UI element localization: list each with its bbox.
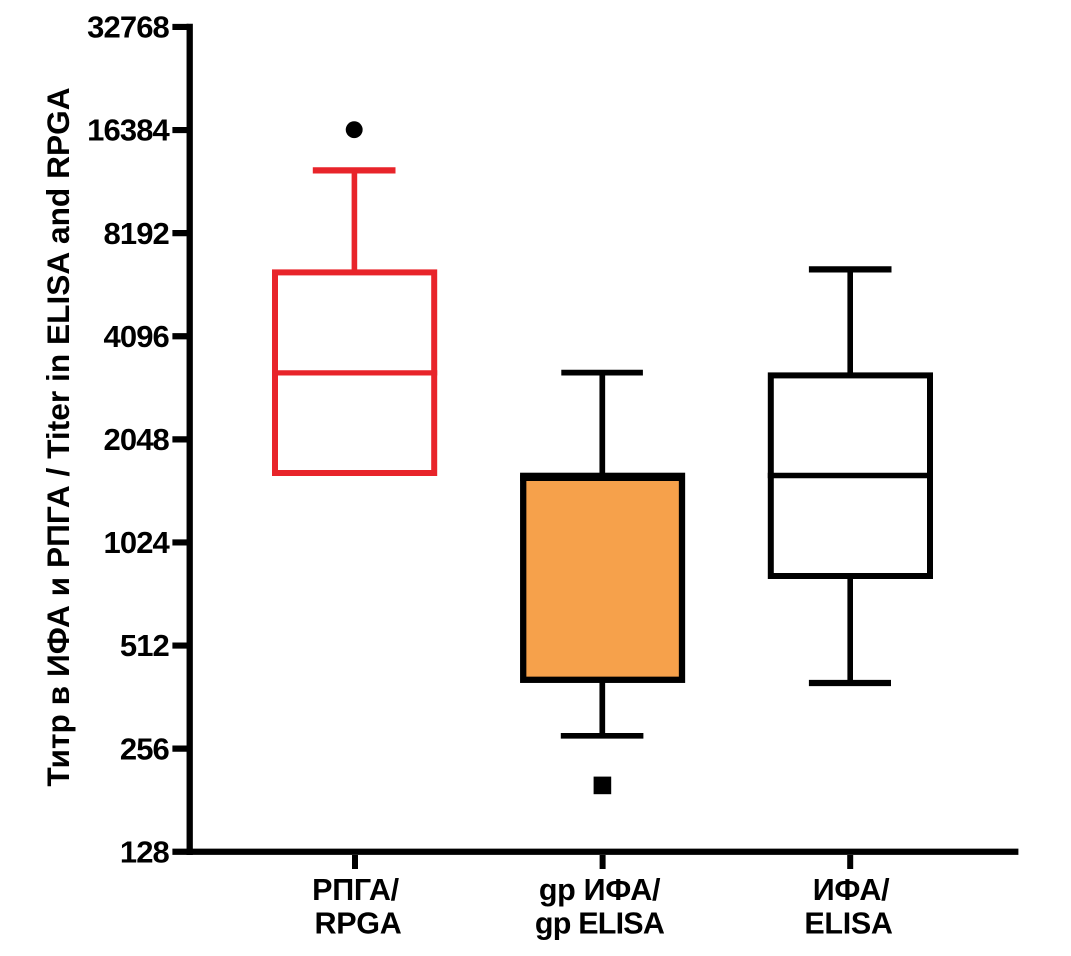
svg-text:512: 512 (120, 628, 169, 663)
svg-text:ИФА/: ИФА/ (813, 873, 890, 907)
svg-text:ELISA: ELISA (804, 907, 893, 941)
svg-text:8192: 8192 (104, 216, 169, 251)
svg-text:Титр в ИФА и РПГА / Titer in E: Титр в ИФА и РПГА / Titer in ELISA and R… (40, 87, 76, 786)
svg-text:16384: 16384 (87, 113, 170, 148)
svg-text:1024: 1024 (104, 525, 171, 560)
svg-text:4096: 4096 (104, 319, 170, 354)
svg-text:32768: 32768 (87, 10, 169, 45)
svg-text:256: 256 (120, 731, 170, 766)
svg-text:gp ELISA: gp ELISA (535, 907, 665, 941)
svg-text:gp ИФА/: gp ИФА/ (539, 873, 661, 907)
svg-text:RPGA: RPGA (315, 907, 402, 941)
svg-text:128: 128 (120, 834, 170, 869)
svg-text:РПГА/: РПГА/ (312, 873, 399, 907)
svg-text:2048: 2048 (104, 422, 170, 457)
